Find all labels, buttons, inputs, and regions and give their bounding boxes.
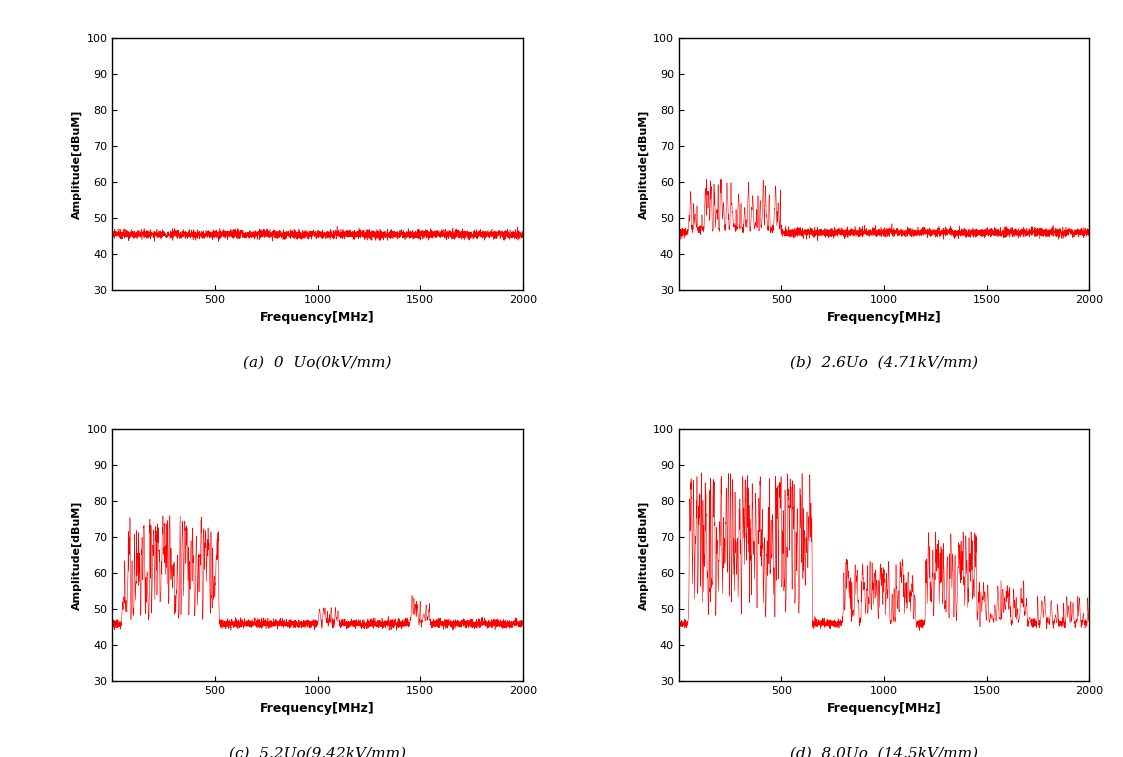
Y-axis label: Amplitude[dBuM]: Amplitude[dBuM] (639, 500, 649, 610)
Text: (b)  2.6Uo  (4.71kV/mm): (b) 2.6Uo (4.71kV/mm) (789, 356, 978, 369)
X-axis label: Frequency[MHz]: Frequency[MHz] (261, 702, 375, 715)
Text: (a)  0  Uo(0kV/mm): (a) 0 Uo(0kV/mm) (244, 356, 392, 369)
Text: (d)  8.0Uo  (14.5kV/mm): (d) 8.0Uo (14.5kV/mm) (789, 747, 978, 757)
X-axis label: Frequency[MHz]: Frequency[MHz] (827, 702, 941, 715)
Y-axis label: Amplitude[dBuM]: Amplitude[dBuM] (72, 109, 82, 219)
Text: (c)  5.2Uo(9.42kV/mm): (c) 5.2Uo(9.42kV/mm) (229, 747, 407, 757)
X-axis label: Frequency[MHz]: Frequency[MHz] (261, 310, 375, 323)
X-axis label: Frequency[MHz]: Frequency[MHz] (827, 310, 941, 323)
Y-axis label: Amplitude[dBuM]: Amplitude[dBuM] (639, 109, 649, 219)
Y-axis label: Amplitude[dBuM]: Amplitude[dBuM] (72, 500, 82, 610)
